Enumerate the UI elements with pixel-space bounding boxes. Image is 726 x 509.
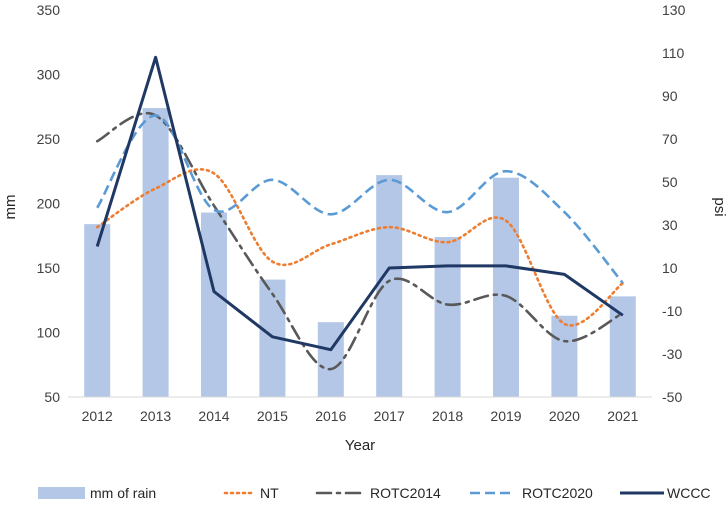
left-tick-label: 150 xyxy=(37,260,61,276)
x-tick-label: 2019 xyxy=(490,408,521,424)
bar-2020 xyxy=(551,315,578,397)
right-tick-label: 110 xyxy=(662,45,685,61)
bar-2013 xyxy=(142,108,169,397)
legend-label: ROTC2014 xyxy=(370,485,441,501)
bar-2021 xyxy=(609,296,636,397)
right-tick-label: -10 xyxy=(662,303,682,319)
left-tick-label: 350 xyxy=(37,2,61,18)
left-axis-ticks: 50 100 150 200 250 300 350 xyxy=(37,2,61,405)
x-tick-label: 2012 xyxy=(82,408,113,424)
left-axis-title: mm xyxy=(2,195,19,220)
bar-2018 xyxy=(434,237,461,397)
series-line-nt xyxy=(95,168,625,327)
x-tick-label: 2017 xyxy=(374,408,405,424)
legend-label: ROTC2020 xyxy=(522,485,593,501)
x-tick-label: 2020 xyxy=(549,408,580,424)
bar-2016 xyxy=(317,322,344,397)
right-tick-label: 90 xyxy=(662,88,678,104)
right-tick-label: 30 xyxy=(662,217,678,233)
series-line-rotc2014 xyxy=(95,112,625,371)
right-tick-label: 130 xyxy=(662,2,686,18)
right-tick-label: -50 xyxy=(662,389,682,405)
x-axis-ticks: 2012 2013 2014 2015 2016 2017 2018 2019 2020 2021 xyxy=(82,408,639,424)
x-tick-label: 2015 xyxy=(257,408,288,424)
right-tick-label: 10 xyxy=(662,260,678,276)
x-tick-label: 2014 xyxy=(198,408,229,424)
legend-label: NT xyxy=(260,485,279,501)
x-tick-label: 2021 xyxy=(607,408,638,424)
x-tick-label: 2013 xyxy=(140,408,171,424)
legend-swatch-bar xyxy=(38,487,85,499)
legend: mm of rain NT ROTC2014 ROTC2020 WCCC xyxy=(38,485,711,501)
right-tick-label: 50 xyxy=(662,174,678,190)
right-tick-label: 70 xyxy=(662,131,678,147)
right-axis-ticks: -50 -30 -10 10 30 50 70 90 110 130 xyxy=(662,2,686,405)
bar-2012 xyxy=(84,224,111,397)
bar-2019 xyxy=(493,177,519,397)
left-tick-label: 50 xyxy=(44,389,60,405)
series-line-wccc xyxy=(95,55,624,352)
legend-label: mm of rain xyxy=(90,485,156,501)
left-tick-label: 250 xyxy=(37,131,61,147)
bar-2014 xyxy=(201,212,227,397)
right-axis-title: psi xyxy=(711,197,726,216)
left-tick-label: 200 xyxy=(37,196,61,212)
bars-layer xyxy=(84,108,636,397)
x-tick-label: 2016 xyxy=(315,408,346,424)
legend-label: WCCC xyxy=(667,485,711,501)
x-axis-title: Year xyxy=(345,437,375,454)
x-tick-label: 2018 xyxy=(432,408,463,424)
bar-2017 xyxy=(376,175,403,397)
right-tick-label: -30 xyxy=(662,346,682,362)
left-tick-label: 300 xyxy=(37,67,61,83)
lines-layer xyxy=(95,55,625,371)
left-tick-label: 100 xyxy=(37,325,61,341)
